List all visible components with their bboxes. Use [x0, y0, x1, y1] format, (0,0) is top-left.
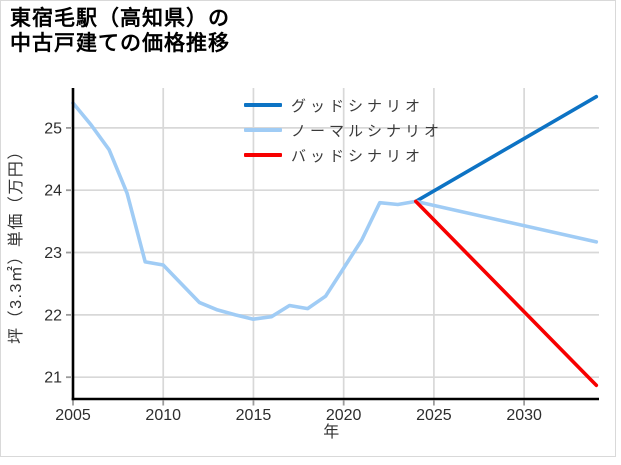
legend-label-bad: バッドシナリオ: [291, 147, 425, 165]
y-tick-label: 25: [44, 120, 62, 137]
chart-title-line1: 東宿毛駅（高知県）の: [10, 7, 230, 30]
series-normal-scenario-line: [413, 199, 599, 244]
x-tick-label: 2025: [416, 407, 452, 424]
legend-swatch-normal: [244, 128, 282, 132]
x-tick-label: 2015: [236, 407, 272, 424]
chart-frame: [0, 0, 616, 457]
y-tick-label: 24: [44, 183, 62, 200]
x-axis-label: 年: [323, 423, 341, 441]
legend-item-bad: バッドシナリオ: [244, 147, 443, 165]
x-tick-label: 2010: [145, 407, 181, 424]
legend: グッドシナリオノーマルシナリオ バッドシナリオ: [244, 97, 444, 165]
legend-item-normal: ノーマルシナリオ: [244, 122, 444, 140]
y-axis-label: 坪（3.3㎡）単価（万円）: [7, 142, 25, 344]
x-tick-label: 2020: [326, 407, 362, 424]
legend-label-normal: ノーマルシナリオ: [291, 122, 444, 140]
chart-title-line2: 中古戸建ての価格推移: [10, 32, 230, 55]
y-tick-label: 23: [44, 245, 62, 262]
series-good-scenario-line: [413, 94, 599, 204]
legend-swatch-bad: [244, 153, 282, 157]
legend-label-good: グッドシナリオ: [291, 97, 425, 115]
y-tick-label: 22: [44, 307, 62, 324]
legend-item-good: グッドシナリオ: [244, 97, 443, 115]
legend-swatch-good: [244, 103, 282, 107]
x-tick-label: 2005: [55, 407, 91, 424]
series-bad-scenario-line: [413, 199, 599, 388]
chart-title: 東宿毛駅（高知県）の 中古戸建ての価格推移: [10, 6, 230, 56]
y-tick-label: 21: [44, 370, 62, 387]
x-tick-label: 2030: [506, 407, 542, 424]
series-history-line: [71, 101, 418, 322]
